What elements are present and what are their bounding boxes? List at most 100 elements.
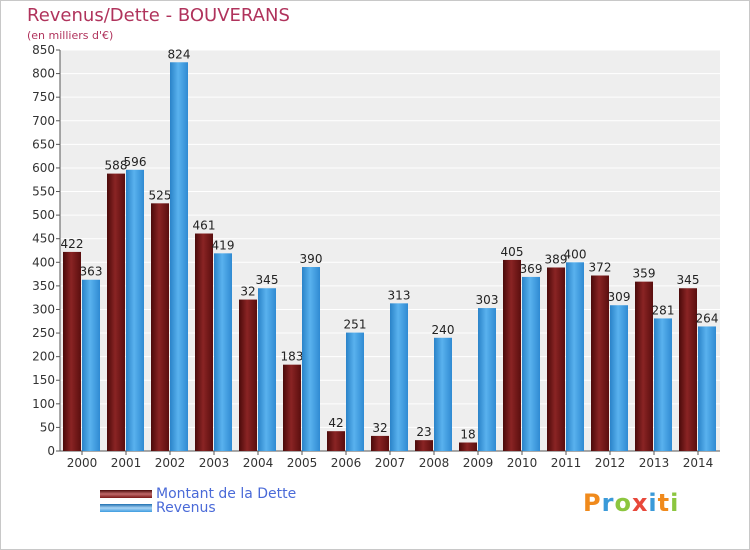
logo-letter: P (583, 489, 602, 517)
data-label-revenus: 303 (476, 293, 499, 307)
data-label-dette: 588 (105, 159, 128, 173)
bar-revenus (214, 253, 232, 451)
logo-letter: i (670, 489, 680, 517)
legend-swatch-revenus (100, 504, 152, 512)
x-tick-label: 2009 (463, 456, 494, 470)
x-tick-label: 2003 (199, 456, 230, 470)
data-label-revenus: 369 (520, 262, 543, 276)
bar-dette (151, 203, 169, 451)
bar-dette (63, 251, 81, 451)
y-tick-label: 650 (32, 137, 55, 151)
data-label-revenus: 363 (80, 265, 103, 279)
data-label-dette: 422 (61, 237, 84, 251)
data-label-dette: 461 (193, 219, 216, 233)
data-label-dette: 389 (545, 252, 568, 266)
y-tick-label: 300 (32, 302, 55, 316)
logo-letter: x (631, 489, 649, 517)
bar-revenus (654, 318, 672, 451)
chart-subtitle: (en milliers d'€) (27, 29, 114, 42)
bar-revenus (478, 308, 496, 451)
chart-title: Revenus/Dette - BOUVERANS (27, 5, 290, 26)
bar-revenus (302, 267, 320, 451)
bar-dette (503, 259, 521, 451)
x-tick-label: 2007 (375, 456, 406, 470)
data-label-dette: 18 (460, 428, 475, 442)
data-label-dette: 32 (240, 285, 255, 299)
bar-dette (327, 431, 345, 451)
bar-dette (107, 173, 125, 451)
data-label-revenus: 309 (608, 290, 631, 304)
y-tick-label: 400 (32, 255, 55, 269)
logo-letter: i (648, 489, 658, 517)
y-tick-label: 0 (47, 444, 55, 458)
data-label-revenus: 240 (432, 323, 455, 337)
x-tick-label: 2008 (419, 456, 450, 470)
y-tick-label: 150 (32, 373, 55, 387)
x-tick-label: 2012 (595, 456, 626, 470)
y-tick-label: 800 (32, 67, 55, 81)
x-tick-label: 2013 (639, 456, 670, 470)
x-tick-label: 2010 (507, 456, 538, 470)
x-tick-label: 2005 (287, 456, 318, 470)
bar-dette (459, 442, 477, 451)
bar-revenus (258, 288, 276, 451)
y-tick-label: 600 (32, 161, 55, 175)
y-tick-label: 750 (32, 90, 55, 104)
legend-label-dette: Montant de la Dette (156, 486, 297, 502)
data-label-revenus: 264 (696, 311, 719, 325)
bar-dette (635, 281, 653, 451)
y-tick-label: 50 (40, 420, 55, 434)
bar-dette (547, 267, 565, 451)
bar-revenus (566, 262, 584, 451)
data-label-revenus: 345 (256, 273, 279, 287)
logo-letter: r (601, 489, 615, 517)
bar-dette (591, 275, 609, 451)
bar-dette (283, 364, 301, 451)
bar-dette (195, 233, 213, 451)
legend-label-revenus: Revenus (156, 500, 216, 516)
data-label-revenus: 400 (564, 247, 587, 261)
x-tick-label: 2006 (331, 456, 362, 470)
y-tick-label: 200 (32, 350, 55, 364)
data-label-dette: 405 (501, 245, 524, 259)
y-tick-label: 250 (32, 326, 55, 340)
logo-letter: t (657, 489, 671, 517)
y-tick-label: 100 (32, 397, 55, 411)
legend-item-revenus: Revenus (100, 500, 216, 516)
data-label-dette: 345 (677, 273, 700, 287)
x-tick-label: 2000 (67, 456, 98, 470)
data-label-dette: 42 (328, 416, 343, 430)
data-label-dette: 23 (416, 425, 431, 439)
data-label-dette: 359 (633, 267, 656, 281)
data-label-revenus: 596 (124, 155, 147, 169)
x-tick-label: 2001 (111, 456, 142, 470)
legend-item-dette: Montant de la Dette (100, 486, 296, 502)
proxiti-logo: Proxiti (583, 489, 679, 517)
data-label-revenus: 281 (652, 303, 675, 317)
bar-revenus (698, 326, 716, 451)
bar-revenus (82, 279, 100, 451)
data-label-revenus: 419 (212, 238, 235, 252)
data-label-dette: 32 (372, 421, 387, 435)
bar-revenus (390, 303, 408, 451)
y-tick-label: 450 (32, 232, 55, 246)
y-tick-label: 700 (32, 114, 55, 128)
x-tick-label: 2004 (243, 456, 274, 470)
x-tick-label: 2011 (551, 456, 582, 470)
x-tick-label: 2014 (683, 456, 714, 470)
data-label-revenus: 390 (300, 252, 323, 266)
data-label-dette: 372 (589, 261, 612, 275)
bar-dette (679, 288, 697, 451)
y-tick-label: 850 (32, 43, 55, 57)
data-label-revenus: 251 (344, 318, 367, 332)
bar-revenus (434, 337, 452, 451)
bar-dette (371, 435, 389, 451)
data-label-dette: 525 (149, 188, 172, 202)
y-tick-label: 500 (32, 208, 55, 222)
data-label-dette: 183 (281, 350, 304, 364)
bar-revenus (610, 305, 628, 451)
data-label-revenus: 824 (168, 47, 191, 61)
x-tick-label: 2002 (155, 456, 186, 470)
bar-dette (239, 299, 257, 451)
